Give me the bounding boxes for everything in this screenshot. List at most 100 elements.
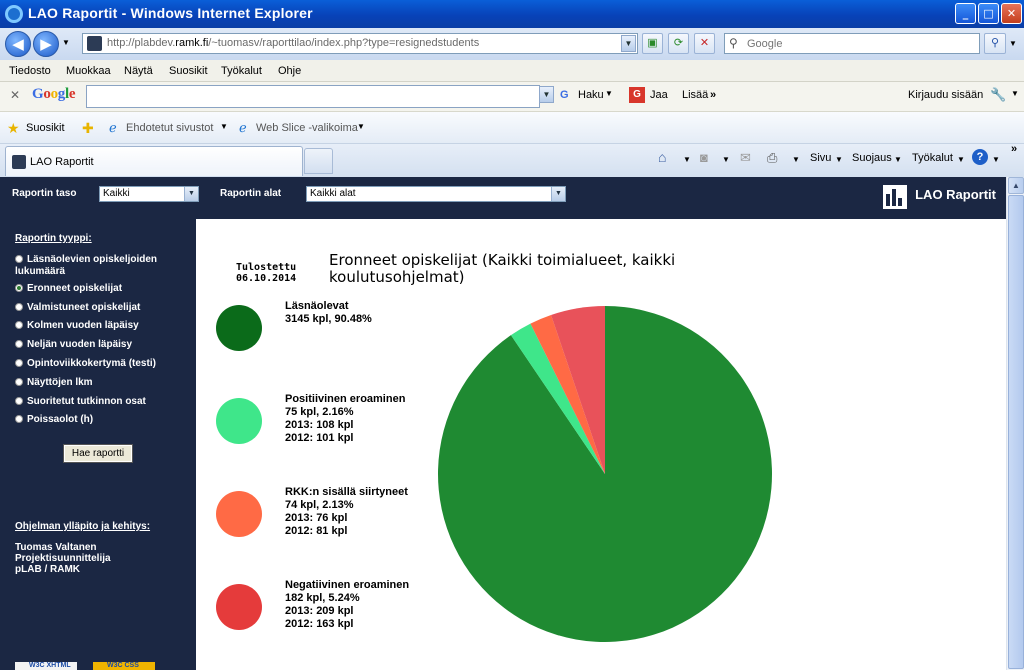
report-level-value: Kaikki xyxy=(103,188,130,199)
radio-icon xyxy=(15,255,23,263)
sign-in-button[interactable]: Kirjaudu sisään xyxy=(908,89,984,101)
sidebar: Raportin tyyppi: Läsnäolevien opiskeljoi… xyxy=(0,219,196,670)
radio-icon xyxy=(15,397,23,405)
menu-favorites[interactable]: Suosikit xyxy=(169,65,208,77)
option-demonstrations[interactable]: Näyttöjen lkm xyxy=(15,377,93,389)
ie-logo-icon xyxy=(5,5,23,23)
google-logo: Google xyxy=(32,86,76,102)
web-slice-chevron-icon[interactable]: ▼ xyxy=(357,122,365,131)
command-overflow-icon[interactable]: » xyxy=(1011,143,1018,155)
printed-label: Tulostettu xyxy=(236,262,297,273)
suggested-sites-chevron-icon[interactable]: ▼ xyxy=(220,122,228,131)
pie-slice-negative-resign xyxy=(551,306,605,474)
search-dropdown-icon[interactable]: ▼ xyxy=(605,89,613,98)
maximize-button[interactable]: □ xyxy=(978,3,999,24)
menu-view[interactable]: Näytä xyxy=(124,65,153,77)
help-chevron-icon[interactable]: ▼ xyxy=(992,155,1000,164)
print-icon[interactable]: ⎙ xyxy=(767,150,778,165)
tab-lao-raportit[interactable]: LAO Raportit xyxy=(5,146,303,176)
report-level-select[interactable]: Kaikki ▼ xyxy=(99,186,199,202)
report-type-heading: Raportin tyyppi: xyxy=(15,233,92,244)
menu-file[interactable]: Tiedosto xyxy=(9,65,51,77)
add-favorite-icon[interactable]: ✚ xyxy=(82,120,94,136)
home-chevron-icon[interactable]: ▼ xyxy=(683,155,691,164)
google-search-dropdown-icon[interactable]: ▼ xyxy=(539,86,554,103)
suggested-sites-link[interactable]: Ehdotetut sivustot xyxy=(126,122,214,134)
tools-chevron-icon[interactable]: ▼ xyxy=(957,155,965,164)
back-button[interactable]: ◀ xyxy=(5,31,31,57)
menu-tools[interactable]: Työkalut xyxy=(221,65,262,77)
page-chevron-icon[interactable]: ▼ xyxy=(835,155,843,164)
option-three-year-throughput[interactable]: Kolmen vuoden läpäisy xyxy=(15,320,139,332)
legend-series-detail: 3145 kpl, 90.48% xyxy=(285,313,372,325)
legend-swatch xyxy=(216,491,262,537)
stop-icon[interactable]: ✕ xyxy=(694,33,715,54)
option-graduated-students[interactable]: Valmistuneet opiskelijat xyxy=(15,302,140,314)
settings-chevron-icon[interactable]: ▼ xyxy=(1011,89,1019,98)
report-field-select[interactable]: Kaikki alat ▼ xyxy=(306,186,566,202)
tools-menu[interactable]: Työkalut xyxy=(912,152,953,164)
more-chevron-icon[interactable]: » xyxy=(710,89,717,101)
more-button[interactable]: Lisää xyxy=(682,89,709,101)
vertical-scrollbar[interactable]: ▲ xyxy=(1006,177,1024,670)
search-options-chevron-icon[interactable]: ▼ xyxy=(1009,39,1017,48)
option-absences[interactable]: Poissaolot (h) xyxy=(15,414,93,426)
maintainer-role: Projektisuunnittelija xyxy=(15,553,111,564)
feeds-chevron-icon[interactable]: ▼ xyxy=(722,155,730,164)
close-toolbar-icon[interactable]: ✕ xyxy=(10,88,21,102)
ie-page-icon: ℯ xyxy=(109,120,117,135)
address-dropdown-icon[interactable]: ▼ xyxy=(621,35,636,52)
option-attending-students[interactable]: Läsnäolevien opiskeljoiden lukumäärä xyxy=(15,254,158,277)
share-button[interactable]: Jaa xyxy=(650,89,668,101)
legend-series-name: Positiivinen eroaminen xyxy=(285,393,406,405)
scroll-up-icon[interactable]: ▲ xyxy=(1008,177,1024,194)
favorites-bar: ★ Suosikit ✚ ℯ Ehdotetut sivustot ▼ ℯ We… xyxy=(0,112,1024,144)
menu-edit[interactable]: Muokkaa xyxy=(66,65,111,77)
page-menu[interactable]: Sivu xyxy=(810,152,832,164)
search-input[interactable] xyxy=(747,36,973,51)
close-button[interactable]: ✕ xyxy=(1001,3,1022,24)
legend-swatch xyxy=(216,398,262,444)
google-search-icon: G xyxy=(560,89,569,101)
option-completed-units[interactable]: Suoritetut tutkinnon osat xyxy=(15,396,146,408)
tab-row: LAO Raportit ⌂ ▼ ◙ ▼ ✉ ⎙ ▼ Sivu ▼ Suojau… xyxy=(0,143,1024,177)
pie-slice-positive-resign xyxy=(510,323,605,474)
print-chevron-icon[interactable]: ▼ xyxy=(792,155,800,164)
legend-series-detail: 182 kpl, 5.24% xyxy=(285,592,360,604)
option-study-weeks[interactable]: Opintoviikkokertymä (testi) xyxy=(15,358,156,370)
favorites-button[interactable]: Suosikit xyxy=(26,122,65,134)
web-slice-link[interactable]: Web Slice -valikoima xyxy=(256,122,358,134)
radio-icon xyxy=(15,378,23,386)
legend-swatch xyxy=(216,305,262,351)
new-tab-button[interactable] xyxy=(304,148,333,174)
legend-series-name: Läsnäolevat xyxy=(285,300,349,312)
minimize-button[interactable]: _ xyxy=(955,3,976,24)
help-icon[interactable]: ? xyxy=(972,149,988,165)
forward-button[interactable]: ▶ xyxy=(33,31,59,57)
option-four-year-throughput[interactable]: Neljän vuoden läpäisy xyxy=(15,339,132,351)
compatibility-view-icon[interactable]: ▣ xyxy=(642,33,663,54)
scrollbar-thumb[interactable] xyxy=(1008,195,1024,669)
home-icon[interactable]: ⌂ xyxy=(658,149,667,165)
address-field[interactable]: http://plabdev.ramk.fi/~tuomasv/raportti… xyxy=(82,33,638,54)
option-resigned-students[interactable]: Eronneet opiskelijat xyxy=(15,283,122,295)
refresh-icon[interactable]: ⟳ xyxy=(668,33,689,54)
legend-text: RKK:n sisällä siirtyneet 74 kpl, 2.13% 2… xyxy=(285,486,408,538)
wrench-icon[interactable]: 🔧 xyxy=(990,87,1007,102)
google-search-button[interactable]: Haku xyxy=(578,89,604,101)
menu-bar: Tiedosto Muokkaa Näytä Suosikit Työkalut… xyxy=(0,60,1024,82)
read-mail-icon[interactable]: ✉ xyxy=(740,150,751,165)
w3c-xhtml-badge[interactable]: W3C XHTML xyxy=(15,662,77,670)
menu-help[interactable]: Ohje xyxy=(278,65,302,77)
google-search-input[interactable] xyxy=(86,85,540,108)
radio-icon xyxy=(15,321,23,329)
fetch-report-button[interactable]: Hae raportti xyxy=(63,444,133,463)
safety-menu[interactable]: Suojaus xyxy=(852,152,892,164)
w3c-css-badge[interactable]: W3C CSS xyxy=(93,662,155,670)
search-box[interactable]: ⚲ xyxy=(724,33,980,54)
recent-pages-chevron-icon[interactable]: ▼ xyxy=(62,38,70,47)
search-icon[interactable]: ⚲ xyxy=(984,33,1006,54)
safety-chevron-icon[interactable]: ▼ xyxy=(894,155,902,164)
feeds-icon[interactable]: ◙ xyxy=(700,150,708,165)
